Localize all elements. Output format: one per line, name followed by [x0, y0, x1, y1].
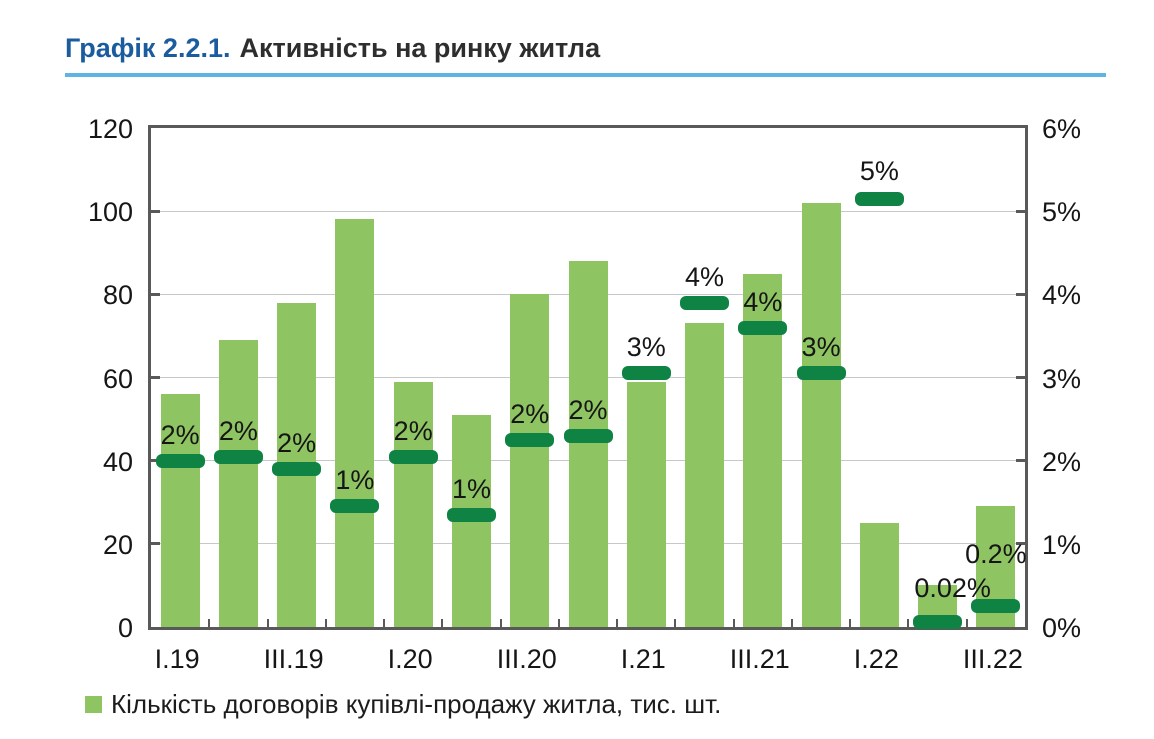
bar-II.19	[218, 340, 258, 627]
marker-II.22	[913, 615, 963, 629]
marker-IV.21	[796, 366, 846, 381]
left-axis-label-120: 120	[87, 114, 133, 144]
x-axis-label-III.20: III.20	[496, 644, 557, 674]
chart-title-number: Графік 2.2.1.	[65, 33, 231, 63]
marker-III.22	[971, 599, 1021, 614]
marker-label-III.21: 4%	[743, 286, 783, 317]
x-axis-tick	[616, 619, 619, 627]
bar-IV.21	[801, 202, 841, 627]
x-axis-tick	[266, 619, 269, 627]
bar-I.19	[160, 394, 200, 627]
left-axis-tick	[151, 376, 160, 379]
x-axis-tick	[907, 619, 910, 627]
left-axis-label-20: 20	[102, 529, 133, 560]
marker-label-I.19: 2%	[160, 419, 200, 450]
marker-IV.19	[330, 499, 380, 514]
x-axis-label-I.20: I.20	[387, 644, 433, 674]
marker-label-IV.19: 1%	[335, 465, 375, 496]
right-axis-label-2%: 2%	[1042, 446, 1082, 477]
x-axis-label-III.19: III.19	[263, 644, 324, 674]
right-axis-label-1%: 1%	[1042, 529, 1082, 560]
marker-II.21	[680, 295, 730, 310]
x-axis-label-III.22: III.22	[962, 644, 1023, 674]
chart-title-text: Активність на ринку житла	[239, 33, 601, 63]
bar-I.22	[859, 523, 899, 627]
x-axis-tick	[790, 619, 793, 627]
marker-label-II.21: 4%	[685, 261, 725, 292]
marker-I.20	[388, 449, 438, 464]
marker-label-III.20: 2%	[510, 398, 550, 429]
marker-III.19	[272, 461, 322, 476]
x-axis-tick	[965, 619, 968, 627]
x-axis-label-I.22: I.22	[853, 644, 899, 674]
left-axis-tick	[151, 209, 160, 213]
marker-label-I.21: 3%	[626, 332, 666, 363]
marker-I.22	[854, 191, 904, 206]
x-axis-tick	[441, 619, 444, 627]
left-axis-label-80: 80	[102, 280, 133, 311]
bar-II.21	[685, 323, 725, 627]
right-axis-tick	[1016, 292, 1025, 296]
left-axis-tick	[151, 292, 160, 296]
left-axis-label-0: 0	[117, 613, 133, 643]
left-axis-tick	[151, 459, 160, 463]
right-axis-label-3%: 3%	[1042, 363, 1082, 394]
x-axis-tick	[324, 619, 327, 627]
bar-I.20	[393, 381, 433, 627]
x-axis-label-III.21: III.21	[729, 644, 790, 674]
legend-swatch-icon	[85, 696, 102, 713]
marker-I.19	[155, 453, 205, 468]
right-axis-tick	[1016, 209, 1025, 213]
right-axis-label-6%: 6%	[1042, 114, 1082, 144]
right-axis-label-0%: 0%	[1042, 613, 1082, 643]
marker-label-IV.21: 3%	[801, 332, 841, 363]
marker-label-II.19: 2%	[218, 415, 258, 446]
left-axis-tick	[151, 542, 160, 546]
x-axis-label-I.21: I.21	[620, 644, 666, 674]
plot-area: 2% 2% 2% 1% 2% 1% 2% 2% 3% 4% 4% 3% 5% 0.02% 0.2%	[148, 125, 1028, 630]
x-axis-label-I.19: I.19	[154, 644, 200, 674]
bar-III.20	[510, 294, 550, 627]
title-underline-rule	[65, 73, 1106, 77]
marker-I.21	[621, 366, 671, 381]
gridline-100	[151, 210, 1025, 212]
x-axis-tick	[499, 619, 502, 627]
x-axis-tick	[383, 619, 386, 627]
left-axis-label-100: 100	[87, 197, 133, 228]
marker-II.19	[213, 449, 263, 464]
marker-label-I.20: 2%	[393, 415, 433, 446]
marker-label-II.22: 0.02%	[914, 573, 991, 603]
legend-label: Кількість договорів купівлі-продажу житл…	[111, 689, 722, 719]
marker-label-II.20: 1%	[451, 473, 491, 504]
right-axis-tick	[1016, 542, 1025, 546]
x-axis-tick	[208, 619, 211, 627]
marker-label-III.19: 2%	[277, 427, 317, 458]
chart-title: Графік 2.2.1. Активність на ринку житла	[65, 33, 600, 64]
bar-IV.19	[335, 219, 375, 627]
x-axis-tick	[732, 619, 735, 627]
right-axis-tick	[1016, 376, 1025, 379]
left-axis-label-60: 60	[102, 363, 133, 394]
right-axis-label-4%: 4%	[1042, 280, 1082, 311]
x-axis-tick	[674, 619, 677, 627]
left-axis-label-40: 40	[102, 446, 133, 477]
x-axis-tick	[849, 619, 852, 627]
marker-III.21	[738, 320, 788, 335]
legend: Кількість договорів купівлі-продажу житл…	[85, 689, 721, 720]
right-axis-label-5%: 5%	[1042, 197, 1082, 228]
right-axis-tick	[1016, 459, 1025, 463]
bar-I.21	[626, 381, 666, 627]
marker-label-I.22: 5%	[859, 155, 899, 186]
x-axis-tick	[557, 619, 560, 627]
marker-II.20	[446, 507, 496, 522]
bar-IV.20	[568, 261, 608, 627]
marker-label-IV.20: 2%	[568, 394, 608, 425]
marker-III.20	[505, 432, 555, 447]
marker-label-III.22: 0.2%	[965, 539, 1027, 570]
marker-IV.20	[563, 428, 613, 443]
